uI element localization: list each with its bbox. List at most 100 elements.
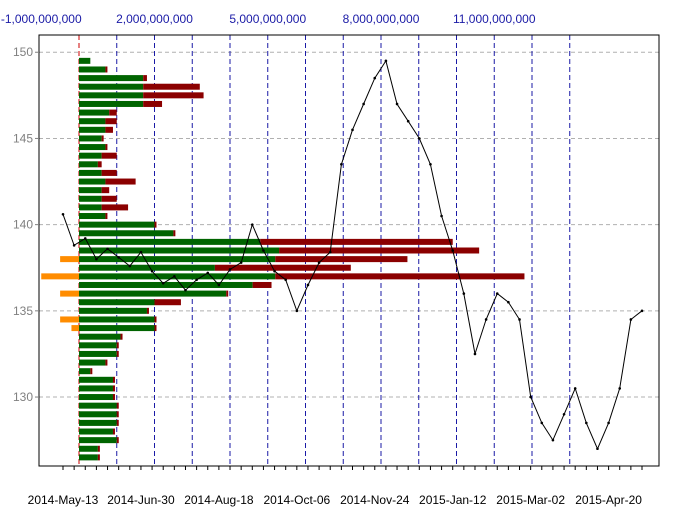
up-volume-bar: [79, 342, 117, 349]
price-point: [440, 214, 443, 218]
up-volume-bar: [79, 316, 155, 323]
price-point: [373, 76, 377, 80]
price-point: [117, 256, 120, 259]
up-volume-bar: [79, 256, 276, 263]
up-volume-bar: [79, 419, 117, 426]
down-volume-bar: [116, 342, 119, 349]
price-point: [585, 421, 588, 425]
down-volume-bar: [146, 307, 149, 314]
up-volume-bar: [79, 75, 144, 82]
volume-axis-label: 11,000,000,000: [453, 12, 536, 26]
up-volume-bar: [79, 221, 155, 228]
price-point: [161, 281, 165, 285]
up-volume-bar: [79, 152, 102, 159]
up-volume-bar: [79, 376, 113, 383]
orange-volume-bar: [71, 325, 79, 332]
up-volume-bar: [79, 359, 106, 366]
orange-volume-bar: [60, 256, 79, 263]
price-point: [195, 278, 198, 282]
up-volume-bar: [79, 230, 174, 237]
price-point: [228, 268, 232, 271]
up-volume-bar: [79, 394, 113, 401]
up-volume-bar: [79, 264, 215, 271]
up-volume-bar: [79, 290, 227, 297]
price-point: [462, 292, 466, 295]
price-point: [306, 283, 310, 287]
up-volume-bar: [79, 169, 102, 176]
y-tick-label: 140: [13, 218, 33, 232]
down-volume-bar: [105, 118, 117, 125]
down-volume-bar: [97, 445, 100, 452]
x-tick-label: 2014-Oct-06: [263, 493, 330, 507]
up-volume-bar: [79, 126, 106, 133]
x-axis: 2014-May-13 2014-Jun-30 2014-Aug-18 2014-Oc…: [28, 466, 643, 507]
down-volume-bar: [275, 273, 525, 280]
price-point: [518, 318, 521, 321]
volume-profile-bars: [41, 57, 525, 461]
x-tick-label: 2015-Apr-20: [575, 493, 642, 507]
price-point: [128, 264, 132, 268]
x-tick-label: 2014-Jun-30: [107, 493, 175, 507]
up-volume-bar: [79, 307, 147, 314]
orange-volume-bar: [41, 273, 79, 280]
up-volume-bar: [79, 144, 106, 151]
down-volume-bar: [154, 221, 157, 228]
price-point: [495, 292, 499, 295]
price-point: [273, 269, 276, 273]
up-volume-bar: [79, 83, 144, 90]
price-point: [384, 59, 388, 63]
down-volume-bar: [260, 238, 453, 245]
down-volume-bar: [105, 126, 113, 133]
price-point: [328, 250, 332, 254]
up-volume-bar: [79, 350, 117, 357]
up-volume-bar: [79, 118, 106, 125]
price-point: [429, 163, 432, 166]
price-point: [529, 395, 532, 399]
horizontal-gridlines: [39, 51, 659, 398]
down-volume-bar: [154, 316, 157, 323]
down-volume-bar: [116, 437, 119, 444]
price-point: [317, 261, 321, 264]
price-point: [106, 247, 109, 251]
up-volume-bar: [79, 273, 276, 280]
down-volume-bar: [173, 230, 176, 237]
price-point: [618, 387, 622, 390]
price-point: [406, 119, 410, 123]
down-volume-bar: [105, 359, 108, 366]
up-volume-bar: [79, 238, 261, 245]
price-point: [362, 102, 365, 106]
up-volume-bar: [79, 213, 106, 220]
x-tick-label: 2014-Nov-24: [340, 493, 410, 507]
price-point: [206, 271, 210, 275]
down-volume-bar: [279, 247, 480, 254]
up-volume-bar: [79, 204, 102, 211]
down-volume-bar: [275, 256, 408, 263]
down-volume-bar: [116, 419, 119, 426]
up-volume-bar: [79, 161, 98, 168]
price-point: [551, 438, 555, 442]
up-volume-bar: [79, 135, 102, 142]
up-volume-bar: [79, 333, 121, 340]
y-tick-label: 150: [13, 45, 33, 59]
price-point: [573, 387, 577, 390]
price-point: [150, 269, 154, 273]
price-point: [629, 318, 633, 321]
price-point: [473, 352, 477, 356]
down-volume-bar: [101, 135, 104, 142]
down-volume-bar: [143, 92, 204, 99]
down-volume-bar: [143, 83, 200, 90]
volume-axis-label: 2,000,000,000: [116, 12, 193, 26]
price-point: [484, 318, 488, 321]
price-point: [562, 412, 566, 416]
down-volume-bar: [112, 428, 115, 435]
down-volume-bar: [120, 333, 123, 340]
price-point: [540, 421, 544, 425]
volume-axis-label: 5,000,000,000: [229, 12, 306, 26]
orange-volume-bar: [60, 290, 79, 297]
up-volume-bar: [79, 178, 106, 185]
down-volume-bar: [154, 325, 157, 332]
up-volume-bar: [79, 281, 253, 288]
price-point: [262, 249, 265, 252]
price-point: [217, 283, 221, 287]
down-volume-bar: [97, 161, 102, 168]
